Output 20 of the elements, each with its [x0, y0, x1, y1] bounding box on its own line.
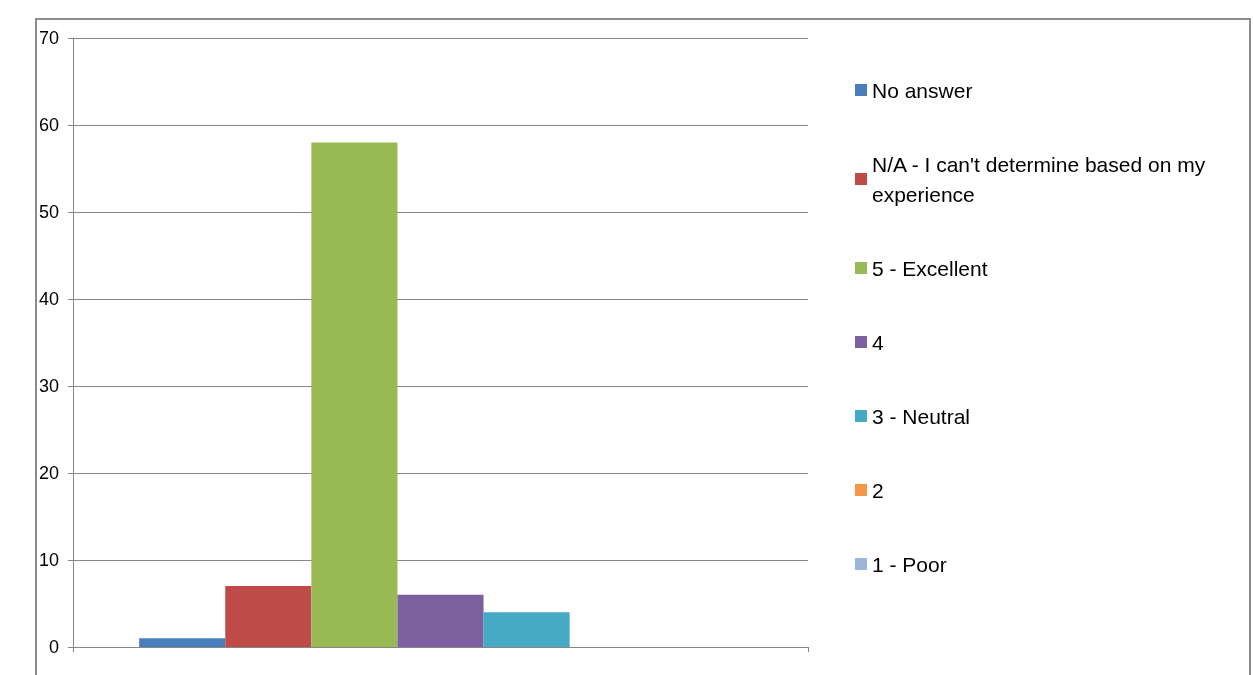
y-tick-label: 60: [38, 115, 59, 135]
y-tick-label: 30: [38, 376, 59, 396]
y-tick-label: 10: [38, 550, 59, 570]
y-tick-label: 50: [38, 202, 59, 222]
legend-label: 5 - Excellent: [872, 256, 988, 280]
bar: [397, 594, 484, 647]
y-tick-label: 70: [38, 28, 59, 48]
y-tick-label: 0: [48, 637, 59, 657]
legend-label: 3 - Neutral: [872, 404, 971, 428]
legend-label: 2: [872, 478, 884, 502]
y-tick-label: 40: [38, 289, 59, 309]
bar: [225, 586, 312, 647]
legend-label: No answer: [872, 78, 973, 102]
legend-label: 1 - Poor: [872, 552, 947, 576]
legend-label: N/A - I can't determine based on my experience: [872, 152, 1212, 206]
y-tick-label: 20: [38, 463, 59, 483]
bar: [139, 638, 226, 647]
bar: [483, 612, 570, 647]
legend-label: 4: [872, 330, 884, 354]
bar: [311, 142, 398, 647]
